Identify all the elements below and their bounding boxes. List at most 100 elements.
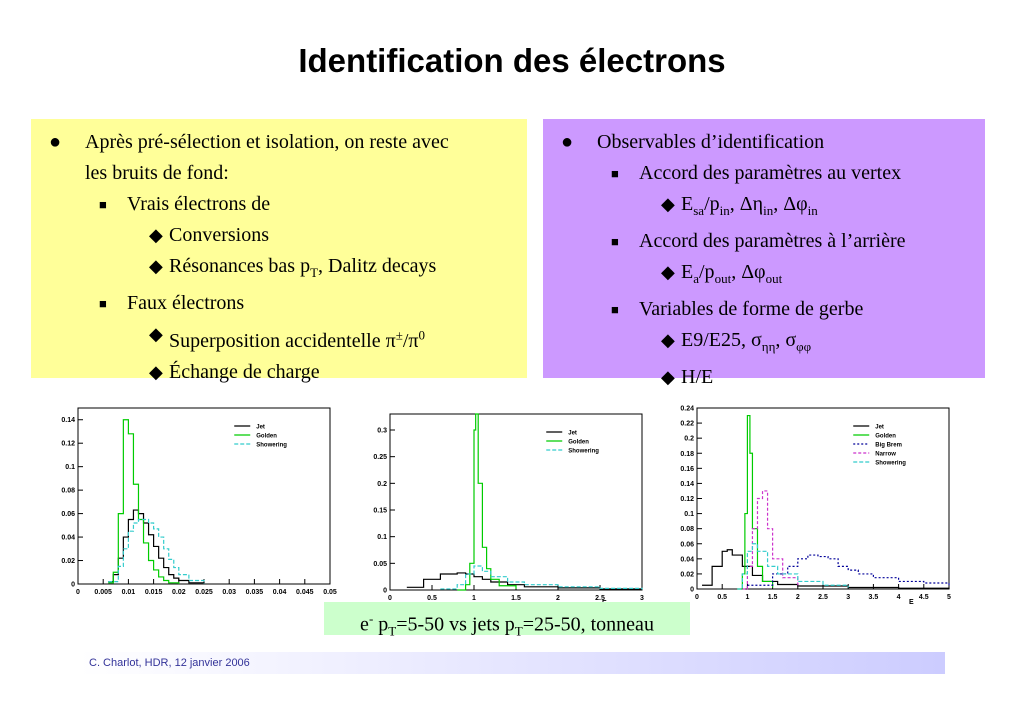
plot-3-svg: 0 0.5 1 1.5 2 2.5 3 3.5 4 4.5 5 0 0.02 0.04 0.06 0.08 0.… bbox=[680, 406, 951, 607]
x-tick-label: 2 bbox=[796, 594, 800, 601]
bullet-faux: ■ Faux électrons bbox=[41, 288, 517, 319]
legend-label: Showering bbox=[256, 443, 287, 449]
intro-line1: Après pré-sélection et isolation, on res… bbox=[85, 131, 449, 153]
y-tick-label: 0 bbox=[690, 587, 694, 594]
series-line bbox=[747, 554, 950, 586]
bullet-observables: ● Observables d’identification bbox=[553, 127, 975, 158]
legend-label: Jet bbox=[568, 431, 577, 437]
plot-1-svg: 0 0.005 0.01 0.015 0.02 0.025 0.03 0.035 0.04 0.0… bbox=[61, 407, 337, 596]
legend-label: Narrow bbox=[875, 452, 896, 458]
x-tick-label: 0.03 bbox=[222, 589, 236, 596]
series-line bbox=[702, 549, 950, 589]
bullet-vrais: ■ Vrais électrons de bbox=[41, 189, 517, 220]
x-tick-label: 4.5 bbox=[919, 594, 929, 601]
x-tick-label: 3 bbox=[640, 595, 644, 602]
bullet-intro: ● Après pré-sélection et isolation, on r… bbox=[41, 127, 517, 158]
diamond-bullet-icon: ◆ bbox=[661, 330, 675, 350]
x-tick-label: 0.01 bbox=[122, 589, 136, 596]
x-tick-label: 0.045 bbox=[296, 589, 314, 596]
legend-label: Golden bbox=[875, 434, 896, 440]
plot-2-svg: 00.511.522.5300.050.10.150.20.250.3EJetG… bbox=[373, 413, 644, 607]
y-tick-label: 0.06 bbox=[680, 541, 694, 548]
dot-bullet-icon: ● bbox=[561, 131, 574, 153]
x-axis-label: E bbox=[909, 599, 914, 606]
bullet-arriere-vars: ◆ Ea/pout, Δφout bbox=[553, 257, 975, 294]
bullet-accord-arriere: ■ Accord des paramètres à l’arrière bbox=[553, 226, 975, 257]
x-tick-label: 1 bbox=[472, 595, 476, 602]
diamond-bullet-icon: ◆ bbox=[149, 324, 163, 344]
square-bullet-icon: ■ bbox=[99, 197, 107, 212]
variables-text: Variables de forme de gerbe bbox=[639, 298, 864, 320]
square-bullet-icon: ■ bbox=[99, 296, 107, 311]
footer: C. Charlot, HDR, 12 janvier 2006 bbox=[79, 652, 945, 674]
x-tick-label: 4 bbox=[897, 594, 901, 601]
series-line bbox=[742, 490, 799, 590]
x-tick-label: 1.5 bbox=[511, 595, 521, 602]
intro-line2: les bruits de fond: bbox=[85, 162, 229, 184]
y-tick-label: 0.06 bbox=[61, 511, 75, 518]
plot-1: 0 0.005 0.01 0.015 0.02 0.025 0.03 0.035 0.04 0.0… bbox=[38, 402, 338, 602]
x-tick-label: 1 bbox=[745, 594, 749, 601]
x-tick-label: 0.005 bbox=[94, 589, 112, 596]
accord-vertex-text: Accord des paramètres au vertex bbox=[639, 162, 902, 184]
plot-2: 00.511.522.5300.050.10.150.20.250.3EJetG… bbox=[350, 408, 650, 608]
y-tick-label: 0.25 bbox=[373, 454, 387, 461]
series-line bbox=[457, 413, 517, 591]
x-tick-label: 0.05 bbox=[323, 589, 337, 596]
bullet-e9: ◆ E9/E25, σηη, σφφ bbox=[553, 325, 975, 362]
bullet-conversions: ◆ Conversions bbox=[41, 220, 517, 251]
y-tick-label: 0 bbox=[71, 582, 75, 589]
y-tick-label: 0.1 bbox=[65, 464, 75, 471]
x-tick-label: 0.04 bbox=[273, 589, 287, 596]
y-tick-label: 0.12 bbox=[680, 496, 694, 503]
x-tick-label: 2 bbox=[556, 595, 560, 602]
background-box: ● Après pré-sélection et isolation, on r… bbox=[31, 119, 527, 383]
series-line bbox=[737, 543, 849, 590]
y-tick-label: 0.1 bbox=[377, 534, 387, 541]
accord-arriere-text: Accord des paramètres à l’arrière bbox=[639, 230, 906, 252]
conversions-text: Conversions bbox=[169, 224, 269, 246]
y-tick-label: 0.22 bbox=[680, 421, 694, 428]
x-tick-label: 3 bbox=[846, 594, 850, 601]
plot-frame bbox=[389, 413, 643, 591]
y-tick-label: 0.15 bbox=[373, 508, 387, 515]
diamond-bullet-icon: ◆ bbox=[149, 225, 163, 245]
square-bullet-icon: ■ bbox=[611, 302, 619, 317]
legend-label: Big Brem bbox=[875, 443, 902, 449]
legend-label: Jet bbox=[256, 425, 265, 431]
diamond-bullet-icon: ◆ bbox=[149, 361, 163, 382]
y-tick-label: 0.12 bbox=[61, 441, 75, 448]
x-tick-label: 0 bbox=[695, 594, 699, 601]
y-tick-label: 0.2 bbox=[377, 481, 387, 488]
x-tick-label: 0.025 bbox=[195, 589, 213, 596]
arriere-vars-text: Ea/pout, Δφout bbox=[681, 261, 783, 286]
legend-label: Showering bbox=[875, 461, 906, 467]
diamond-bullet-icon: ◆ bbox=[149, 256, 163, 276]
y-tick-label: 0.14 bbox=[680, 481, 694, 488]
legend-label: Golden bbox=[568, 440, 589, 446]
x-tick-label: 2.5 bbox=[595, 595, 605, 602]
x-tick-label: 0 bbox=[388, 595, 392, 602]
y-tick-label: 0.08 bbox=[61, 488, 75, 495]
plot-3: 0 0.5 1 1.5 2 2.5 3 3.5 4 4.5 5 0 0.02 0.04 0.06 0.08 0.… bbox=[657, 402, 957, 607]
y-tick-label: 0.24 bbox=[680, 406, 694, 413]
bullet-resonances: ◆ Résonances bas pT, Dalitz decays bbox=[41, 251, 517, 288]
resonances-text: Résonances bas pT, Dalitz decays bbox=[169, 255, 437, 280]
observables-box: ● Observables d’identification ■ Accord … bbox=[543, 119, 985, 388]
legend-label: Showering bbox=[568, 449, 599, 455]
series-line bbox=[406, 572, 643, 590]
plot-frame bbox=[77, 407, 331, 585]
bullet-variables: ■ Variables de forme de gerbe bbox=[553, 294, 975, 325]
plot-caption: e- pT=5-50 vs jets pT=25-50, tonneau bbox=[324, 602, 690, 639]
y-tick-label: 0.04 bbox=[61, 535, 75, 542]
y-tick-label: 0.3 bbox=[377, 428, 387, 435]
e9-text: E9/E25, σηη, σφφ bbox=[681, 329, 812, 354]
y-tick-label: 0.14 bbox=[61, 417, 75, 424]
x-tick-label: 0 bbox=[76, 589, 80, 596]
echange-text: Échange de charge bbox=[169, 360, 320, 383]
y-tick-label: 0.2 bbox=[684, 436, 694, 443]
bullet-intro-cont: les bruits de fond: bbox=[41, 158, 517, 189]
y-tick-label: 0.02 bbox=[61, 558, 75, 565]
plot-frame bbox=[696, 407, 950, 590]
y-tick-label: 0.18 bbox=[680, 451, 694, 458]
